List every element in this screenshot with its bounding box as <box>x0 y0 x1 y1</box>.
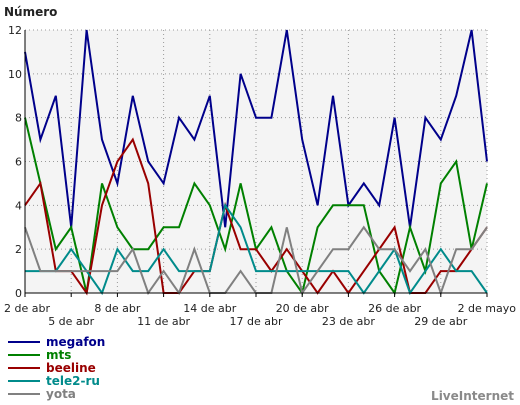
y-axis-title: Número <box>4 5 57 19</box>
x-tick-label: 14 de abr <box>183 302 236 315</box>
legend-label-mts: mts <box>46 348 71 362</box>
y-tick-label: 8 <box>15 112 22 125</box>
y-tick-label: 12 <box>8 24 22 37</box>
x-tick-label: 29 de abr <box>414 315 467 328</box>
x-tick-label: 2 de mayo <box>458 302 517 315</box>
y-tick-label: 0 <box>15 287 22 300</box>
y-tick-label: 10 <box>8 68 22 81</box>
y-tick-label: 2 <box>15 243 22 256</box>
y-tick-label: 6 <box>15 156 22 169</box>
x-tick-label: 5 de abr <box>48 315 94 328</box>
credit-text: LiveInternet <box>431 389 514 403</box>
x-tick-label: 8 de abr <box>94 302 140 315</box>
x-tick-label: 23 de abr <box>322 315 375 328</box>
legend-label-yota: yota <box>46 387 76 401</box>
y-tick-labels: 0 2 4 6 8 10 12 <box>8 24 22 300</box>
legend-label-beeline: beeline <box>46 361 96 375</box>
legend-label-tele2-ru: tele2-ru <box>46 374 100 388</box>
y-tick-label: 4 <box>15 199 22 212</box>
x-tick-label: 17 de abr <box>230 315 283 328</box>
x-tick-label: 20 de abr <box>276 302 329 315</box>
x-tick-label: 11 de abr <box>137 315 190 328</box>
x-tick-label: 2 de abr <box>4 302 50 315</box>
x-tick-label: 26 de abr <box>368 302 421 315</box>
legend-label-megafon: megafon <box>46 335 105 349</box>
